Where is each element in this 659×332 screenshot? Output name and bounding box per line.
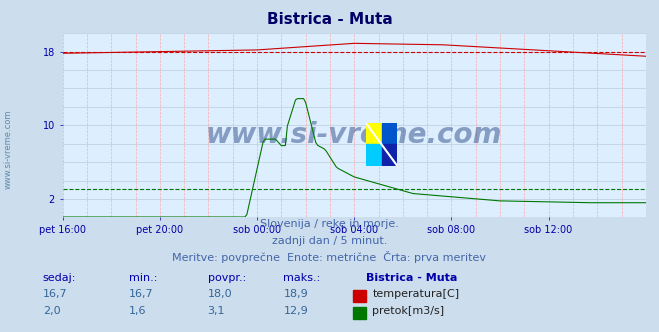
Text: Bistrica - Muta: Bistrica - Muta	[366, 273, 457, 283]
Text: pretok[m3/s]: pretok[m3/s]	[372, 306, 444, 316]
Text: povpr.:: povpr.:	[208, 273, 246, 283]
Text: min.:: min.:	[129, 273, 157, 283]
Text: 1,6: 1,6	[129, 306, 146, 316]
Text: sedaj:: sedaj:	[43, 273, 76, 283]
Text: zadnji dan / 5 minut.: zadnji dan / 5 minut.	[272, 236, 387, 246]
Text: temperatura[C]: temperatura[C]	[372, 289, 459, 299]
Text: www.si-vreme.com: www.si-vreme.com	[206, 121, 502, 148]
Text: Meritve: povprečne  Enote: metrične  Črta: prva meritev: Meritve: povprečne Enote: metrične Črta:…	[173, 251, 486, 263]
Text: www.si-vreme.com: www.si-vreme.com	[3, 110, 13, 189]
Text: 12,9: 12,9	[283, 306, 308, 316]
Text: Slovenija / reke in morje.: Slovenija / reke in morje.	[260, 219, 399, 229]
Bar	[382, 123, 397, 144]
Bar	[366, 123, 382, 144]
Text: 18,9: 18,9	[283, 289, 308, 299]
Text: 3,1: 3,1	[208, 306, 225, 316]
Text: 16,7: 16,7	[43, 289, 67, 299]
Text: 16,7: 16,7	[129, 289, 153, 299]
Bar	[382, 144, 397, 166]
Text: Bistrica - Muta: Bistrica - Muta	[267, 12, 392, 27]
Text: 18,0: 18,0	[208, 289, 232, 299]
Text: 2,0: 2,0	[43, 306, 61, 316]
Bar	[366, 144, 382, 166]
Text: maks.:: maks.:	[283, 273, 321, 283]
